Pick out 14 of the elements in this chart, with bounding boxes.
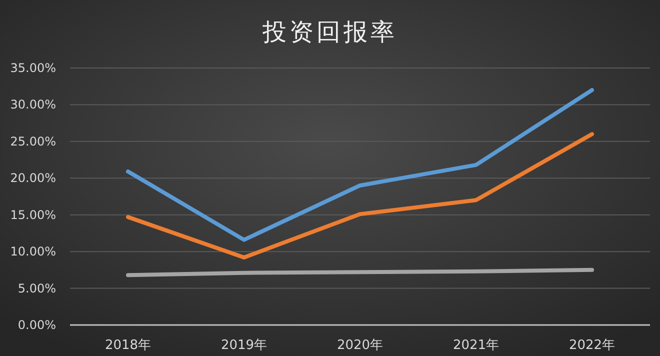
y-tick-label: 35.00% (10, 61, 56, 75)
chart-title: 投资回报率 (262, 18, 398, 46)
x-tick-label: 2022年 (568, 338, 616, 353)
x-tick-label: 2018年 (104, 338, 152, 353)
x-tick-label: 2020年 (336, 338, 384, 353)
x-tick-label: 2019年 (220, 338, 268, 353)
y-tick-label: 30.00% (10, 98, 56, 112)
y-tick-label: 0.00% (18, 318, 56, 332)
y-tick-label: 15.00% (10, 208, 56, 222)
y-tick-label: 5.00% (18, 281, 56, 296)
x-tick-label: 2021年 (452, 338, 500, 353)
y-tick-label: 10.00% (10, 244, 56, 259)
y-tick-label: 25.00% (10, 134, 56, 148)
y-tick-label: 20.00% (10, 171, 56, 186)
